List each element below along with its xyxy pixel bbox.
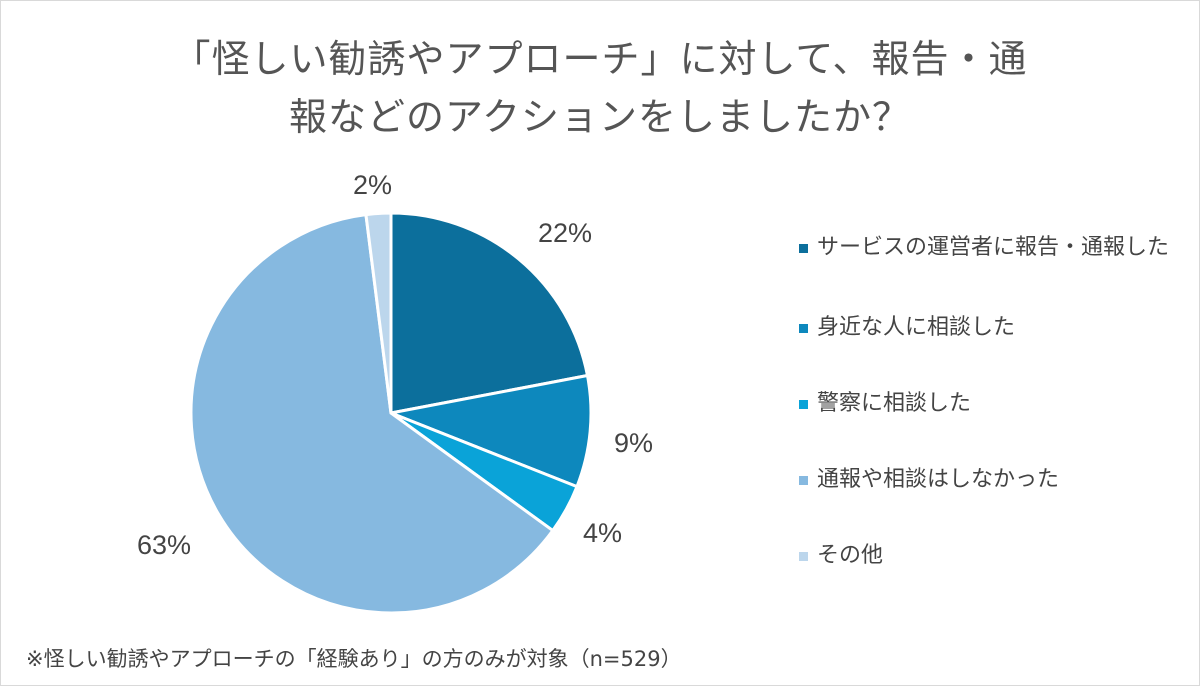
legend-swatch-consulted-police [799, 400, 808, 409]
legend-item-consulted-police: 警察に相談した [797, 384, 1177, 424]
slice-reported [389, 211, 589, 415]
legend-label-consulted-close: 身近な人に相談した [817, 315, 1016, 340]
legend-label-reported: サービスの運営者に報告・通報した [817, 235, 1170, 260]
legend-label-consulted-police: 警察に相談した [817, 391, 972, 416]
legend-item-other: その他 [797, 536, 1177, 576]
legend-item-consulted-close: 身近な人に相談した [797, 308, 1177, 348]
data-label-other: 2% [353, 170, 393, 200]
footnote: ※怪しい勧誘やアプローチの「経験あり」の方のみが対象（n=529） [26, 647, 682, 671]
chart-title-line-1: 「怪しい勧誘やアプローチ」に対して、報告・通 [172, 37, 1028, 81]
legend-swatch-other [799, 552, 808, 561]
legend-swatch-consulted-close [799, 324, 808, 333]
legend-label-no-action: 通報や相談はしなかった [817, 467, 1060, 492]
data-label-consulted-police: 4% [583, 518, 623, 548]
slice-no-action [189, 213, 555, 615]
legend-swatch-reported [799, 244, 808, 253]
legend-item-reported: サービスの運営者に報告・通報した [797, 228, 1177, 268]
legend-item-no-action: 通報や相談はしなかった [797, 460, 1177, 500]
chart-title-line-2: 報などのアクションをしましたか？ [288, 95, 912, 139]
data-label-reported: 22% [538, 218, 593, 248]
data-label-no-action: 63% [137, 530, 192, 560]
legend-swatch-no-action [799, 476, 808, 485]
chart-title: 「怪しい勧誘やアプローチ」に対して、報告・通 報などのアクションをしましたか？ [0, 30, 1200, 146]
legend-label-other: その他 [817, 543, 884, 568]
slice-other [364, 211, 393, 415]
data-label-consulted-close: 9% [614, 428, 654, 458]
slice-consulted-close [389, 374, 593, 489]
